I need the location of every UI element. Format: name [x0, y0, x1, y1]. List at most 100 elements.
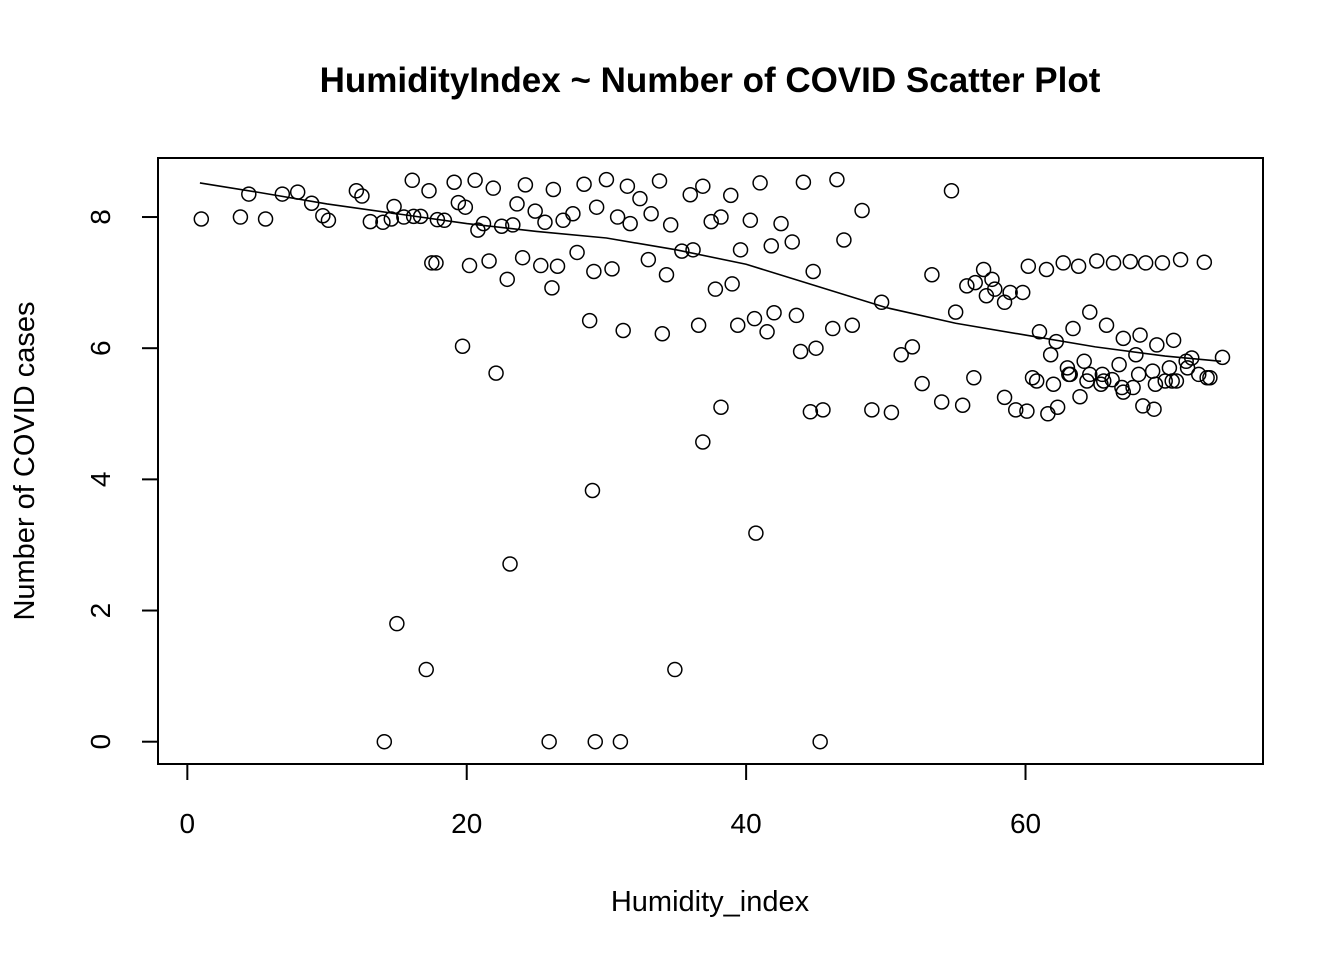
- data-point: [690, 317, 707, 333]
- data-point: [864, 402, 880, 418]
- data-point: [604, 261, 620, 277]
- data-point: [1214, 349, 1231, 366]
- data-point: [788, 307, 805, 324]
- data-point: [1125, 379, 1141, 396]
- data-point: [703, 213, 719, 230]
- data-point: [975, 261, 992, 278]
- data-point: [873, 294, 890, 311]
- data-point: [695, 178, 711, 194]
- data-point: [1014, 284, 1031, 301]
- data-point: [954, 397, 971, 414]
- plot-frame: [157, 157, 1264, 765]
- data-point: [1190, 366, 1207, 383]
- data-point: [893, 347, 909, 363]
- data-point: [742, 212, 759, 229]
- data-point: [485, 180, 502, 196]
- data-point: [1055, 255, 1071, 271]
- data-point: [966, 369, 982, 386]
- data-point: [537, 214, 553, 231]
- data-point: [544, 280, 560, 296]
- x-tick-label: 20: [451, 808, 482, 839]
- data-point: [386, 198, 402, 215]
- data-point: [1105, 255, 1122, 271]
- data-point: [289, 184, 306, 200]
- data-point: [588, 199, 605, 215]
- data-point: [1168, 373, 1185, 389]
- data-point: [1122, 253, 1139, 270]
- data-point: [1128, 347, 1144, 363]
- data-point: [584, 482, 601, 499]
- data-point: [467, 172, 483, 189]
- data-point: [609, 209, 626, 225]
- data-point: [724, 276, 740, 292]
- data-point: [812, 733, 828, 750]
- data-point: [883, 404, 900, 421]
- x-tick-label: 60: [1010, 808, 1041, 839]
- data-point: [1114, 379, 1130, 396]
- data-point: [446, 174, 462, 191]
- data-point: [1146, 401, 1162, 417]
- data-point: [514, 249, 531, 266]
- data-point: [1045, 376, 1062, 393]
- data-point: [996, 294, 1013, 311]
- data-point: [685, 242, 701, 258]
- data-point: [481, 253, 497, 269]
- data-point: [1147, 376, 1164, 393]
- data-point: [914, 375, 930, 392]
- data-point: [581, 312, 598, 329]
- y-tick-label: 0: [85, 734, 116, 750]
- data-point: [967, 274, 983, 291]
- data-point: [418, 661, 434, 678]
- data-point: [1040, 406, 1056, 422]
- data-point: [549, 258, 566, 274]
- data-point: [713, 399, 729, 415]
- data-point: [533, 257, 549, 274]
- data-point: [1076, 353, 1092, 370]
- data-point: [1154, 255, 1171, 271]
- data-point: [1059, 360, 1076, 376]
- x-axis-label: Humidity_index: [611, 886, 810, 918]
- data-point: [241, 186, 257, 202]
- data-point: [1031, 324, 1048, 340]
- data-point: [555, 212, 571, 229]
- data-point: [1072, 388, 1088, 405]
- data-point: [1104, 371, 1120, 388]
- data-point: [1161, 360, 1178, 376]
- data-point: [429, 211, 446, 228]
- data-point: [257, 211, 274, 227]
- x-axis: 0 20 40 60: [180, 763, 1041, 839]
- data-point: [844, 317, 861, 333]
- data-point: [1199, 369, 1215, 386]
- data-point: [1024, 369, 1041, 386]
- data-point: [732, 242, 749, 258]
- data-point: [499, 271, 515, 288]
- data-point: [1144, 363, 1161, 379]
- data-point: [362, 213, 379, 230]
- data-point: [836, 232, 852, 248]
- data-point: [1094, 366, 1111, 383]
- data-point: [541, 733, 557, 750]
- data-point: [1028, 373, 1045, 389]
- data-point: [193, 211, 210, 227]
- data-point: [667, 661, 683, 678]
- data-point: [1089, 253, 1105, 269]
- data-point: [947, 304, 964, 320]
- data-point: [824, 320, 841, 337]
- data-point: [746, 310, 763, 327]
- data-point: [586, 263, 602, 280]
- data-point: [470, 222, 486, 238]
- data-points: [193, 171, 1231, 750]
- y-tick-label: 4: [85, 472, 116, 488]
- data-point: [1130, 366, 1147, 383]
- data-point: [1137, 255, 1154, 271]
- y-axis-label: Number of COVID cases: [9, 301, 41, 620]
- data-point: [707, 281, 724, 297]
- data-point: [1082, 366, 1098, 383]
- data-point: [1164, 373, 1180, 389]
- data-point: [658, 266, 675, 283]
- data-point: [1070, 258, 1087, 274]
- data-point: [396, 209, 412, 225]
- data-point: [763, 238, 780, 254]
- data-point: [766, 305, 782, 321]
- data-point: [404, 172, 420, 189]
